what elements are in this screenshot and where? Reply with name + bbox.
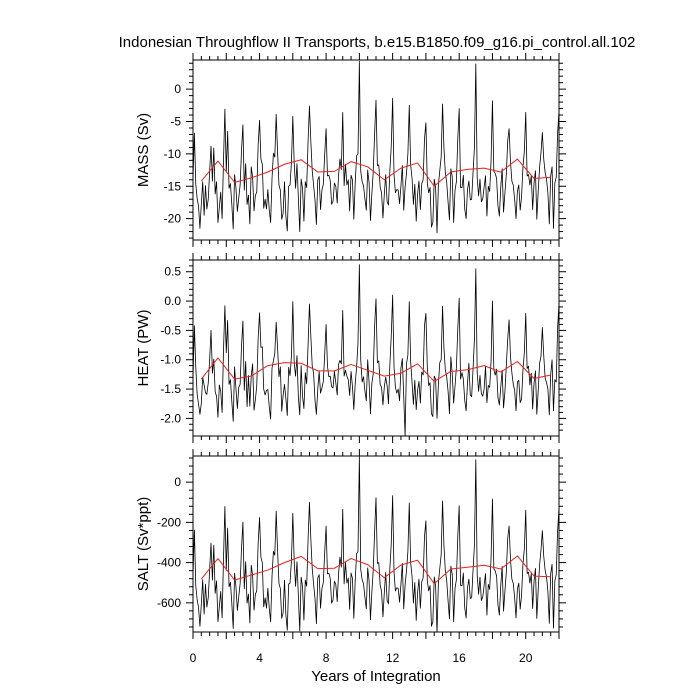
mass-y-tick-label: -15 bbox=[164, 179, 182, 193]
salt-y-tick-label: -600 bbox=[157, 596, 181, 610]
panel-mass: 0 -5 -10 -15 -20 MASS (Sv) bbox=[135, 53, 566, 247]
mass-monthly-line bbox=[193, 60, 559, 234]
salt-y-tick-label: -200 bbox=[157, 515, 181, 529]
heat-y-tick-label: -1.5 bbox=[160, 382, 181, 396]
x-axis-label: Years of Integration bbox=[311, 668, 441, 685]
x-tick-label: 0 bbox=[190, 651, 197, 665]
mass-y-tick-label: -20 bbox=[164, 212, 182, 226]
salt-y-tick-label: 0 bbox=[174, 475, 181, 489]
panels: 0 -5 -10 -15 -20 MASS (Sv) 0.5 0.0 -0.5 -1.0 -1.5 -… bbox=[135, 53, 566, 665]
panel-salt: 0 -200 -400 -600 SALT (Sv*ppt) bbox=[135, 449, 566, 639]
heat-y-tick-label: 0.5 bbox=[164, 265, 181, 279]
x-tick-label: 8 bbox=[323, 651, 330, 665]
mass-y-tick-label: -10 bbox=[164, 147, 182, 161]
heat-y-tick-label: -1.0 bbox=[160, 353, 181, 367]
heat-y-tick-label: -2.0 bbox=[160, 411, 181, 425]
x-tick-label: 4 bbox=[256, 651, 263, 665]
x-tick-label: 20 bbox=[519, 651, 533, 665]
x-tick-label: 16 bbox=[453, 651, 467, 665]
heat-plot-frame bbox=[192, 259, 560, 437]
mass-annual-mean-line bbox=[200, 158, 551, 187]
mass-y-tick-label: 0 bbox=[174, 82, 181, 96]
mass-y-tick-label: -5 bbox=[170, 115, 181, 129]
salt-y-tick-label: -400 bbox=[157, 556, 181, 570]
salt-annual-mean-line bbox=[200, 555, 551, 585]
heat-y-tick-label: -0.5 bbox=[160, 323, 181, 337]
panel-heat: 0.5 0.0 -0.5 -1.0 -1.5 -2.0 HEAT (PW) bbox=[135, 253, 566, 443]
salt-monthly-line bbox=[193, 456, 559, 632]
heat-y-tick-label: 0.0 bbox=[164, 294, 181, 308]
mass-plot-frame bbox=[192, 59, 560, 241]
mass-y-axis-label: MASS (Sv) bbox=[135, 113, 152, 187]
heat-annual-mean-line bbox=[200, 357, 551, 382]
heat-monthly-line bbox=[193, 264, 559, 436]
salt-y-axis-label: SALT (Sv*ppt) bbox=[135, 497, 152, 591]
heat-y-axis-label: HEAT (PW) bbox=[135, 310, 152, 387]
chart-title: Indonesian Throughflow II Transports, b.… bbox=[119, 34, 636, 51]
x-tick-label: 12 bbox=[386, 651, 400, 665]
